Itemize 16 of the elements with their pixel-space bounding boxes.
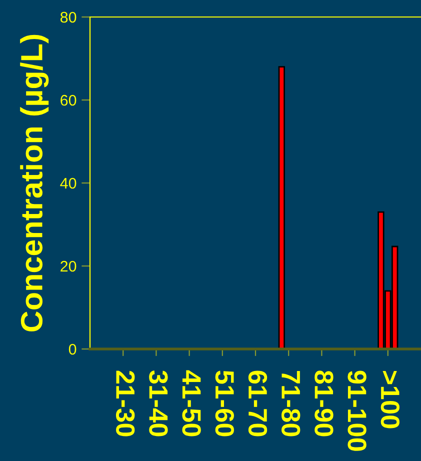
- x-tick-label: 41-50: [182, 370, 201, 436]
- y-tick-label: 60: [60, 94, 76, 106]
- y-tick-label: 80: [60, 12, 76, 23]
- x-tick-label: 31-40: [149, 370, 168, 436]
- x-tick-label: 21-30: [116, 370, 135, 436]
- x-tick-label: 61-70: [248, 370, 268, 436]
- x-tick-label: 81-90: [314, 370, 334, 436]
- bar: [278, 66, 285, 349]
- y-axis-title: Concentration (µg/L): [20, 34, 49, 332]
- x-tick-label: 71-80: [282, 370, 300, 436]
- x-tick-label: 91-100: [348, 370, 366, 451]
- x-tick-label: 51-60: [215, 370, 234, 436]
- y-tick-label: 40: [60, 178, 76, 189]
- x-tick-label: >100: [380, 370, 400, 428]
- y-tick-label: 0: [68, 344, 76, 355]
- y-tick-label: 20: [60, 260, 76, 272]
